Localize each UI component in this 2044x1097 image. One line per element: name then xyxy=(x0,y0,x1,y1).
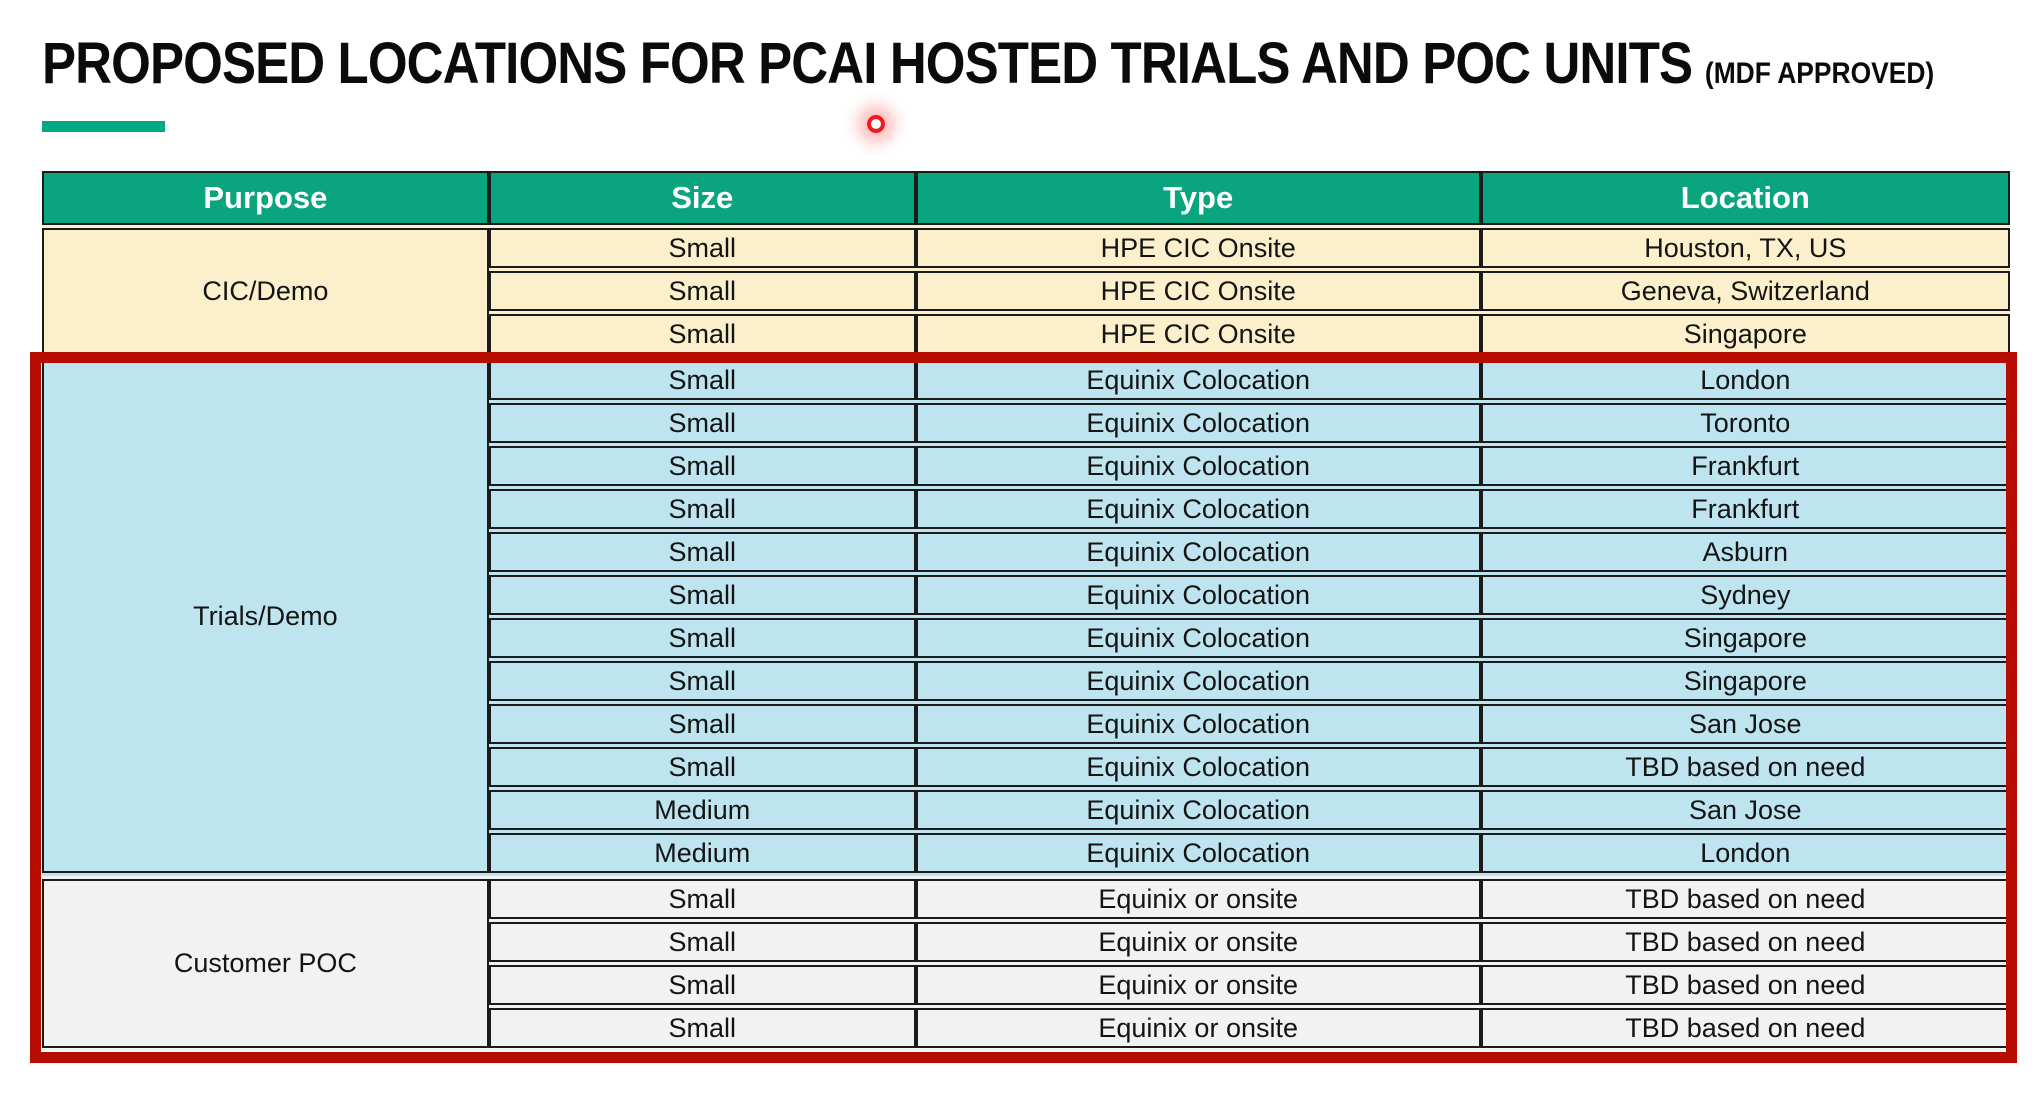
table-row: Small Equinix Colocation Sydney xyxy=(42,575,2010,615)
section-table: CIC/Demo Small HPE CIC Onsite Houston, TX, … xyxy=(42,225,2010,357)
title-text: PROPOSED LOCATIONS FOR PCAI HOSTED TRIAL… xyxy=(42,31,1693,96)
size-cell: Small xyxy=(488,489,916,529)
purpose-cell: Customer POC xyxy=(42,879,489,1048)
table-row: Medium Equinix Colocation London xyxy=(42,833,2010,873)
location-cell: San Jose xyxy=(1480,790,2010,830)
table-header-row: Purpose Size Type Location xyxy=(42,171,2010,225)
column-header-size: Size xyxy=(488,171,916,225)
table-row: Small Equinix or onsite TBD based on need xyxy=(42,1008,2010,1048)
location-cell: Geneva, Switzerland xyxy=(1480,271,2010,311)
table-row: Medium Equinix Colocation San Jose xyxy=(42,790,2010,830)
type-cell: HPE CIC Onsite xyxy=(915,228,1481,268)
table-row: Small Equinix Colocation Toronto xyxy=(42,403,2010,443)
type-cell: Equinix Colocation xyxy=(915,747,1481,787)
section-table: Customer POC Small Equinix or onsite TBD ba… xyxy=(42,876,2010,1051)
column-header-location: Location xyxy=(1480,171,2010,225)
size-cell: Small xyxy=(488,879,916,919)
table-row: Small Equinix Colocation Singapore xyxy=(42,618,2010,658)
size-cell: Small xyxy=(488,618,916,658)
location-cell: Asburn xyxy=(1480,532,2010,572)
table-row: Small Equinix or onsite TBD based on need xyxy=(42,965,2010,1005)
location-cell: Toronto xyxy=(1480,403,2010,443)
location-cell: Houston, TX, US xyxy=(1480,228,2010,268)
table-row: Small Equinix Colocation San Jose xyxy=(42,704,2010,744)
table-row: Customer POC Small Equinix or onsite TBD ba… xyxy=(42,879,2010,1048)
type-cell: Equinix Colocation xyxy=(915,489,1481,529)
type-cell: Equinix Colocation xyxy=(915,704,1481,744)
size-cell: Small xyxy=(488,403,916,443)
type-cell: Equinix Colocation xyxy=(915,360,1481,400)
table-row: Small Equinix Colocation Frankfurt xyxy=(42,489,2010,529)
table-row: Small Equinix Colocation Frankfurt xyxy=(42,446,2010,486)
accent-underline-bar xyxy=(42,121,165,132)
column-header-purpose: Purpose xyxy=(42,171,489,225)
column-header-type: Type xyxy=(915,171,1481,225)
size-cell: Small xyxy=(488,271,916,311)
size-cell: Small xyxy=(488,360,916,400)
location-cell: TBD based on need xyxy=(1480,1008,2010,1048)
size-cell: Small xyxy=(488,747,916,787)
size-cell: Small xyxy=(488,1008,916,1048)
type-cell: Equinix Colocation xyxy=(915,661,1481,701)
location-cell: San Jose xyxy=(1480,704,2010,744)
size-cell: Medium xyxy=(488,833,916,873)
highlighted-sections: Trials/Demo Small Equinix Colocation London… xyxy=(30,352,2017,1063)
type-cell: Equinix Colocation xyxy=(915,575,1481,615)
location-cell: Frankfurt xyxy=(1480,446,2010,486)
header-row: Purpose Size Type Location xyxy=(42,171,2010,225)
location-cell: London xyxy=(1480,360,2010,400)
size-cell: Small xyxy=(488,532,916,572)
type-cell: Equinix or onsite xyxy=(915,965,1481,1005)
type-cell: Equinix Colocation xyxy=(915,532,1481,572)
size-cell: Small xyxy=(488,965,916,1005)
type-cell: Equinix Colocation xyxy=(915,833,1481,873)
location-cell: TBD based on need xyxy=(1480,965,2010,1005)
title-suffix: (MDF APPROVED) xyxy=(1704,57,1935,90)
size-cell: Small xyxy=(488,446,916,486)
size-cell: Small xyxy=(488,228,916,268)
location-cell: Singapore xyxy=(1480,314,2010,354)
table-row: Trials/Demo Small Equinix Colocation London xyxy=(42,360,2010,873)
type-cell: Equinix Colocation xyxy=(915,403,1481,443)
size-cell: Small xyxy=(488,704,916,744)
section-table: Trials/Demo Small Equinix Colocation London… xyxy=(42,357,2010,876)
table-row: Small Equinix Colocation TBD based on need xyxy=(42,747,2010,787)
type-cell: Equinix or onsite xyxy=(915,922,1481,962)
location-cell: TBD based on need xyxy=(1480,747,2010,787)
table-row: Small HPE CIC Onsite Geneva, Switzerland xyxy=(42,271,2010,311)
type-cell: Equinix Colocation xyxy=(915,790,1481,830)
location-cell: Frankfurt xyxy=(1480,489,2010,529)
size-cell: Small xyxy=(488,922,916,962)
type-cell: Equinix Colocation xyxy=(915,446,1481,486)
laser-pointer-dot xyxy=(867,115,885,133)
type-cell: HPE CIC Onsite xyxy=(915,271,1481,311)
page-title: PROPOSED LOCATIONS FOR PCAI HOSTED TRIAL… xyxy=(42,30,1934,97)
table-row: Small Equinix or onsite TBD based on need xyxy=(42,922,2010,962)
location-cell: TBD based on need xyxy=(1480,879,2010,919)
size-cell: Medium xyxy=(488,790,916,830)
size-cell: Small xyxy=(488,661,916,701)
table-row: CIC/Demo Small HPE CIC Onsite Houston, TX, … xyxy=(42,228,2010,354)
type-cell: HPE CIC Onsite xyxy=(915,314,1481,354)
section-cic-demo: CIC/Demo Small HPE CIC Onsite Houston, TX, … xyxy=(42,225,2010,357)
size-cell: Small xyxy=(488,575,916,615)
location-cell: Singapore xyxy=(1480,618,2010,658)
type-cell: Equinix Colocation xyxy=(915,618,1481,658)
location-cell: TBD based on need xyxy=(1480,922,2010,962)
type-cell: Equinix or onsite xyxy=(915,879,1481,919)
location-cell: London xyxy=(1480,833,2010,873)
size-cell: Small xyxy=(488,314,916,354)
location-cell: Sydney xyxy=(1480,575,2010,615)
purpose-cell: CIC/Demo xyxy=(42,228,489,354)
location-cell: Singapore xyxy=(1480,661,2010,701)
table-row: Small Equinix Colocation Asburn xyxy=(42,532,2010,572)
type-cell: Equinix or onsite xyxy=(915,1008,1481,1048)
locations-table: Purpose Size Type Location CIC/Demo Small… xyxy=(30,171,2017,1063)
purpose-cell: Trials/Demo xyxy=(42,360,489,873)
table-row: Small Equinix Colocation Singapore xyxy=(42,661,2010,701)
